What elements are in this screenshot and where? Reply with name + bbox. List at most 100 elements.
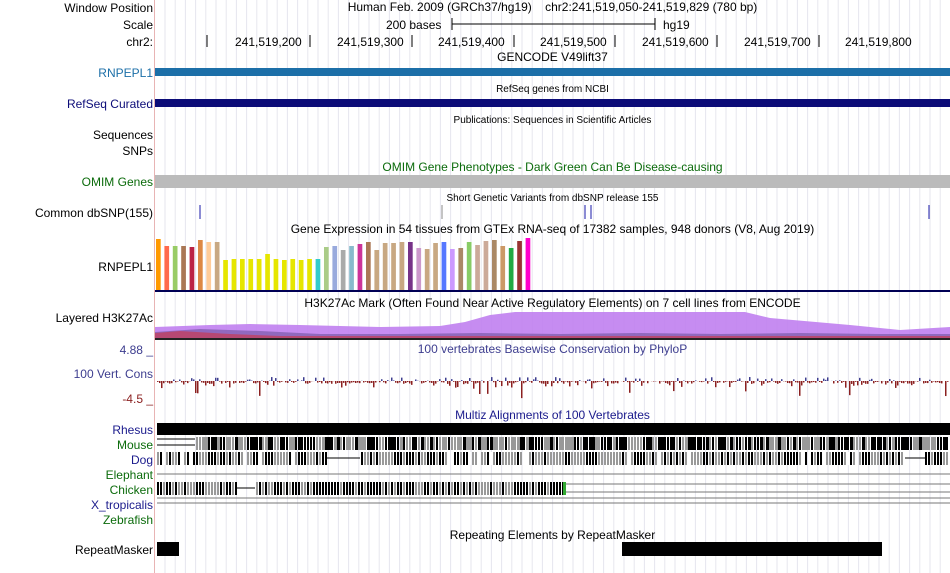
- multiz-mouse-alignment: [484, 437, 487, 450]
- multiz-dog-alignment: [946, 452, 948, 465]
- multiz-mouse-alignment: [427, 437, 429, 450]
- phylop-score-bar: [947, 381, 949, 382]
- gtex-track-label[interactable]: RNPEPL1: [98, 260, 153, 274]
- phylop-score-bar: [809, 381, 811, 384]
- multiz-mouse-alignment: [529, 437, 532, 450]
- multiz-dog-alignment: [214, 452, 216, 465]
- multiz-dog-alignment: [718, 452, 720, 465]
- phylop-score-bar: [227, 381, 229, 382]
- omim-track-label[interactable]: OMIM Genes: [81, 175, 153, 189]
- multiz-dog-alignment: [226, 452, 228, 465]
- multiz-chicken-alignment: [493, 482, 495, 495]
- multiz-mouse-alignment: [826, 437, 829, 450]
- phylop-score-bar: [703, 381, 705, 382]
- phylop-score-bar: [827, 377, 829, 381]
- gtex-tissue-bar: [324, 247, 329, 290]
- gencode-track-label[interactable]: RNPEPL1: [98, 66, 153, 80]
- multiz-species-mouse[interactable]: Mouse: [116, 438, 153, 452]
- phylop-track-label[interactable]: 100 Vert. Cons: [73, 367, 153, 381]
- multiz-mouse-alignment: [415, 437, 417, 450]
- phylop-score-bar: [941, 381, 943, 384]
- multiz-mouse-alignment: [226, 437, 229, 450]
- multiz-mouse-alignment: [250, 437, 253, 450]
- publications-snps-label[interactable]: SNPs: [122, 144, 153, 158]
- phylop-score-bar: [937, 381, 939, 383]
- phylop-score-bar: [741, 381, 743, 382]
- multiz-chicken-alignment: [286, 482, 288, 495]
- dbsnp-track-label[interactable]: Common dbSNP(155): [34, 206, 153, 220]
- phylop-score-bar: [459, 381, 461, 382]
- phylop-score-bar: [633, 381, 635, 383]
- gtex-tissue-bar: [441, 242, 447, 290]
- multiz-species-dog[interactable]: Dog: [130, 453, 153, 467]
- multiz-dog-alignment: [589, 452, 591, 465]
- multiz-mouse-alignment: [646, 437, 649, 450]
- multiz-dog-alignment: [640, 452, 642, 465]
- ruler-tick-label: 241,519,700: [744, 35, 811, 49]
- multiz-dog-alignment: [562, 452, 564, 465]
- multiz-chicken-alignment: [310, 482, 312, 495]
- phylop-score-bar: [735, 381, 737, 382]
- multiz-species-x-tropicalis[interactable]: X_tropicalis: [90, 498, 153, 512]
- multiz-mouse-alignment: [355, 437, 358, 450]
- multiz-chicken-alignment: [490, 482, 492, 495]
- gtex-tissue-bar: [500, 246, 506, 290]
- h3k27ac-track-label[interactable]: Layered H3K27Ac: [55, 311, 153, 325]
- multiz-dog-alignment: [811, 452, 813, 465]
- multiz-mouse-alignment: [727, 437, 729, 450]
- phylop-score-bar: [669, 381, 671, 386]
- phylop-score-bar: [705, 378, 707, 381]
- phylop-score-bar: [179, 379, 181, 381]
- multiz-chicken-alignment: [160, 482, 162, 495]
- multiz-dog-alignment: [610, 452, 612, 465]
- multiz-dog-alignment: [499, 452, 501, 465]
- multiz-rhesus-alignment: [157, 423, 950, 435]
- multiz-mouse-alignment: [709, 437, 711, 450]
- multiz-dog-alignment: [388, 452, 390, 465]
- phylop-score-bar: [593, 381, 595, 384]
- phylop-score-bar: [161, 381, 163, 389]
- phylop-score-bar: [197, 381, 199, 394]
- multiz-species-elephant[interactable]: Elephant: [105, 468, 153, 482]
- multiz-mouse-alignment: [871, 437, 874, 450]
- multiz-mouse-alignment: [658, 437, 661, 450]
- phylop-score-bar: [685, 381, 687, 382]
- ruler-tick-label: 241,519,400: [438, 35, 505, 49]
- multiz-mouse-alignment: [409, 437, 411, 450]
- refseq-track-label[interactable]: RefSeq Curated: [66, 97, 153, 111]
- phylop-score-bar: [623, 381, 625, 382]
- repeatmasker-track-label[interactable]: RepeatMasker: [74, 543, 153, 557]
- multiz-mouse-alignment: [265, 437, 268, 450]
- phylop-score-bar: [553, 381, 555, 383]
- phylop-score-bar: [833, 381, 835, 384]
- multiz-dog-alignment: [826, 452, 828, 465]
- multiz-dog-alignment: [439, 452, 441, 465]
- phylop-score-bar: [693, 381, 695, 383]
- gtex-tissue-bar: [492, 240, 497, 290]
- multiz-mouse-alignment: [778, 437, 781, 450]
- window-position-label: Window Position: [64, 1, 153, 15]
- gtex-tissue-bar: [164, 246, 170, 290]
- phylop-score-bar: [751, 381, 753, 384]
- multiz-dog-alignment: [925, 452, 927, 465]
- phylop-score-bar: [659, 381, 661, 384]
- phylop-score-bar: [867, 381, 869, 384]
- phylop-score-bar: [431, 381, 433, 383]
- multiz-mouse-alignment: [580, 437, 582, 450]
- multiz-species-zebrafish[interactable]: Zebrafish: [102, 513, 153, 527]
- multiz-species-rhesus[interactable]: Rhesus: [112, 423, 153, 437]
- phylop-score-bar: [279, 381, 281, 383]
- multiz-dog-alignment: [523, 452, 525, 465]
- multiz-species-chicken[interactable]: Chicken: [109, 483, 153, 497]
- multiz-chicken-alignment: [214, 482, 216, 495]
- phylop-score-bar: [795, 381, 797, 383]
- multiz-mouse-alignment: [601, 437, 603, 450]
- phylop-score-bar: [815, 381, 817, 383]
- phylop-score-bar: [371, 381, 373, 383]
- publications-sequences-label[interactable]: Sequences: [92, 128, 153, 142]
- multiz-track-title: Multiz Alignments of 100 Vertebrates: [455, 408, 650, 422]
- phylop-score-bar: [561, 381, 563, 383]
- multiz-mouse-alignment: [466, 437, 469, 450]
